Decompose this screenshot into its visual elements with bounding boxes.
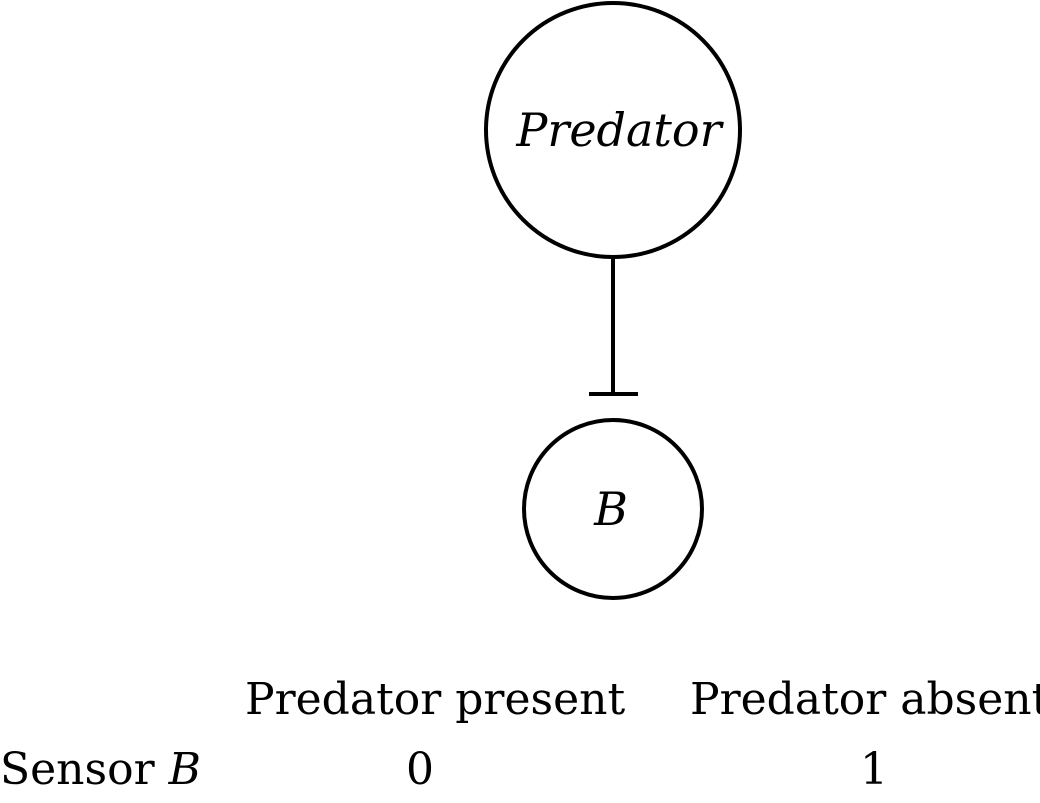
col-header-predator-present: Predator present <box>245 674 626 725</box>
b-node-label: B <box>593 482 628 536</box>
row-label-sensor-b: Sensor B <box>0 748 201 792</box>
network-diagram: Predator B <box>484 1 742 600</box>
row-label-text: Sensor <box>0 744 155 795</box>
inhibition-edge <box>589 257 638 396</box>
cell-predator-absent: 1 <box>860 744 888 795</box>
cell-predator-present: 0 <box>406 744 434 795</box>
predator-node-label: Predator <box>515 103 724 157</box>
row-label-var: B <box>168 744 201 795</box>
b-node-circle <box>522 418 704 600</box>
col-header-predator-absent: Predator absent <box>690 674 1040 725</box>
b-node: B <box>522 418 704 600</box>
predator-node: Predator <box>484 1 742 259</box>
